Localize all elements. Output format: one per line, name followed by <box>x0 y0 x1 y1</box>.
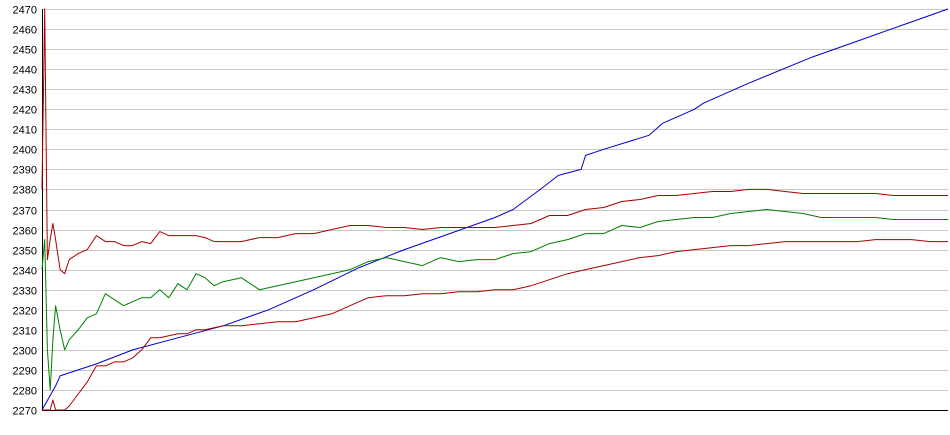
series-line-3 <box>41 8 948 275</box>
series-line-2 <box>41 209 948 391</box>
y-tick-label: 2460 <box>13 25 37 37</box>
y-tick-label: 2340 <box>13 266 37 278</box>
y-tick-label: 2370 <box>13 206 37 218</box>
y-tick-label: 2380 <box>13 185 37 197</box>
grid-lines <box>42 9 948 391</box>
y-tick-label: 2410 <box>13 125 37 137</box>
series-lines <box>41 8 949 411</box>
y-tick-label: 2360 <box>13 226 37 238</box>
y-tick-label: 2300 <box>13 346 37 358</box>
y-tick-label: 2290 <box>13 366 37 378</box>
y-tick-label: 2470 <box>13 5 37 17</box>
y-tick-label: 2350 <box>13 246 37 258</box>
y-tick-label: 2280 <box>13 386 37 398</box>
y-tick-label: 2330 <box>13 286 37 298</box>
y-tick-label: 2270 <box>13 406 37 418</box>
y-tick-label: 2440 <box>13 65 37 77</box>
y-tick-label: 2450 <box>13 45 37 57</box>
y-tick-label: 2400 <box>13 145 37 157</box>
y-tick-label: 2310 <box>13 326 37 338</box>
y-tick-labels: 2270 2280 2290 2300 2310 2320 2330 2340 2350 2360… <box>13 5 37 418</box>
y-tick-label: 2430 <box>13 85 37 97</box>
axes <box>42 9 948 411</box>
y-tick-label: 2390 <box>13 165 37 177</box>
y-tick-label: 2320 <box>13 306 37 318</box>
y-tick-label: 2420 <box>13 105 37 117</box>
series-line-4 <box>42 239 948 411</box>
series-line-1 <box>41 8 949 411</box>
